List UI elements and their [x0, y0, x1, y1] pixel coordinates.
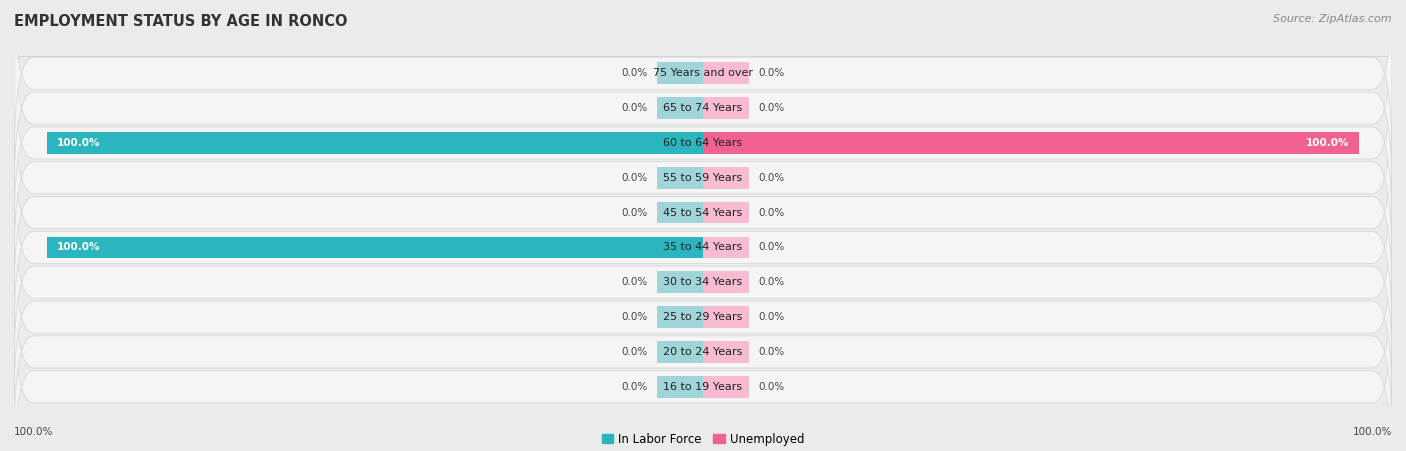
FancyBboxPatch shape	[14, 0, 1392, 162]
Bar	[703, 132, 1360, 154]
Text: 0.0%: 0.0%	[759, 312, 785, 322]
FancyBboxPatch shape	[14, 55, 1392, 231]
Bar	[657, 167, 703, 189]
Bar	[703, 306, 749, 328]
Bar	[46, 237, 703, 258]
Text: 0.0%: 0.0%	[621, 173, 647, 183]
Bar	[657, 341, 703, 363]
Bar	[703, 63, 749, 84]
Text: 0.0%: 0.0%	[759, 382, 785, 392]
Text: 0.0%: 0.0%	[759, 207, 785, 217]
Text: 60 to 64 Years: 60 to 64 Years	[664, 138, 742, 148]
Text: 0.0%: 0.0%	[621, 347, 647, 357]
Bar	[703, 341, 749, 363]
Text: 100.0%: 100.0%	[14, 428, 53, 437]
FancyBboxPatch shape	[14, 194, 1392, 371]
Text: Source: ZipAtlas.com: Source: ZipAtlas.com	[1274, 14, 1392, 23]
Bar	[657, 202, 703, 223]
FancyBboxPatch shape	[14, 20, 1392, 197]
Text: 0.0%: 0.0%	[621, 103, 647, 113]
Text: 30 to 34 Years: 30 to 34 Years	[664, 277, 742, 287]
Text: 0.0%: 0.0%	[759, 68, 785, 78]
Bar	[657, 306, 703, 328]
Text: 16 to 19 Years: 16 to 19 Years	[664, 382, 742, 392]
Text: 0.0%: 0.0%	[621, 68, 647, 78]
Bar	[657, 376, 703, 397]
Text: 20 to 24 Years: 20 to 24 Years	[664, 347, 742, 357]
Text: 0.0%: 0.0%	[759, 347, 785, 357]
FancyBboxPatch shape	[14, 229, 1392, 405]
FancyBboxPatch shape	[14, 89, 1392, 266]
Text: 0.0%: 0.0%	[621, 382, 647, 392]
Text: 0.0%: 0.0%	[759, 243, 785, 253]
Text: 45 to 54 Years: 45 to 54 Years	[664, 207, 742, 217]
Bar	[657, 97, 703, 119]
FancyBboxPatch shape	[14, 263, 1392, 440]
Bar	[703, 97, 749, 119]
Text: 100.0%: 100.0%	[1306, 138, 1350, 148]
Bar	[46, 132, 703, 154]
Text: 65 to 74 Years: 65 to 74 Years	[664, 103, 742, 113]
Text: 75 Years and over: 75 Years and over	[652, 68, 754, 78]
FancyBboxPatch shape	[14, 298, 1392, 451]
Legend: In Labor Force, Unemployed: In Labor Force, Unemployed	[602, 433, 804, 446]
Bar	[657, 272, 703, 293]
Text: 0.0%: 0.0%	[621, 312, 647, 322]
Text: 0.0%: 0.0%	[621, 207, 647, 217]
Text: EMPLOYMENT STATUS BY AGE IN RONCO: EMPLOYMENT STATUS BY AGE IN RONCO	[14, 14, 347, 28]
Bar	[703, 167, 749, 189]
Bar	[703, 202, 749, 223]
Bar	[703, 272, 749, 293]
Text: 0.0%: 0.0%	[621, 277, 647, 287]
Text: 100.0%: 100.0%	[1353, 428, 1392, 437]
Bar	[657, 63, 703, 84]
FancyBboxPatch shape	[14, 124, 1392, 301]
Text: 0.0%: 0.0%	[759, 173, 785, 183]
Text: 100.0%: 100.0%	[56, 138, 100, 148]
Bar	[703, 237, 749, 258]
Text: 0.0%: 0.0%	[759, 277, 785, 287]
Bar	[703, 376, 749, 397]
Text: 35 to 44 Years: 35 to 44 Years	[664, 243, 742, 253]
Text: 25 to 29 Years: 25 to 29 Years	[664, 312, 742, 322]
Text: 100.0%: 100.0%	[56, 243, 100, 253]
Text: 55 to 59 Years: 55 to 59 Years	[664, 173, 742, 183]
Text: 0.0%: 0.0%	[759, 103, 785, 113]
FancyBboxPatch shape	[14, 159, 1392, 336]
